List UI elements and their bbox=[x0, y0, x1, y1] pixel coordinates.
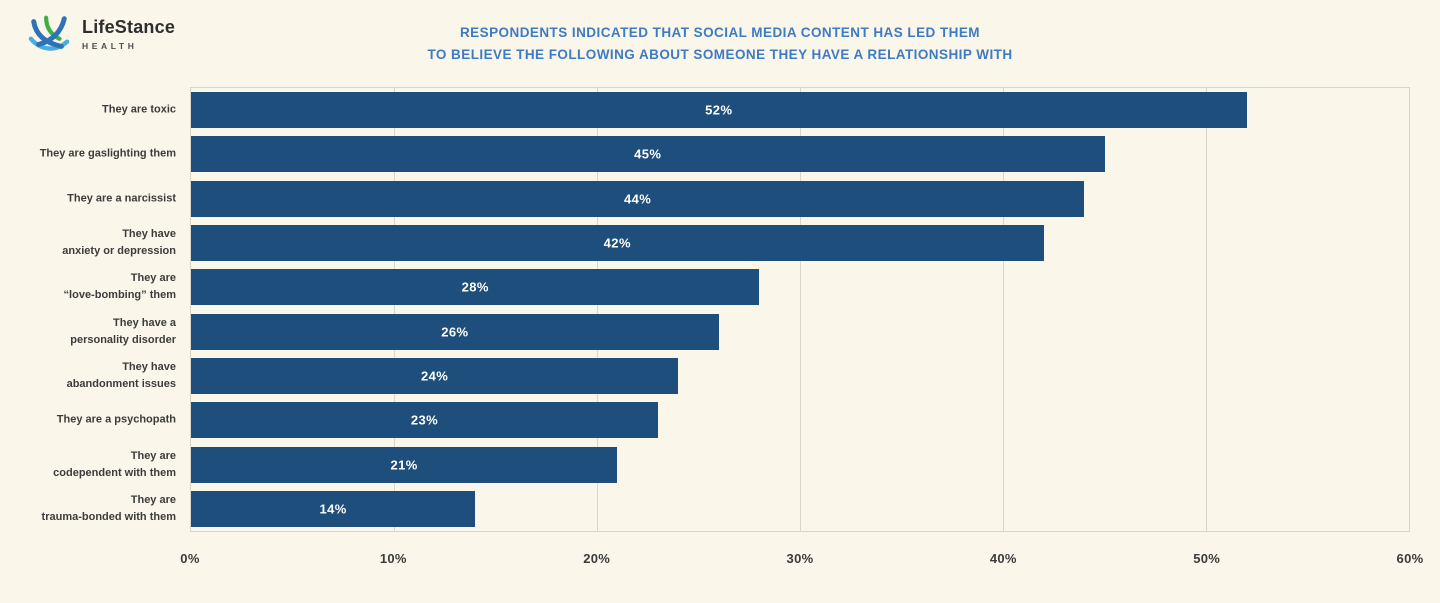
bar: 28% bbox=[191, 269, 760, 306]
bar-row: They have abandonment issues 24% bbox=[67, 357, 1409, 394]
logo-brand-name: LifeStance bbox=[82, 17, 176, 37]
category-label: They are a narcissist bbox=[67, 192, 176, 205]
bar-value-label: 42% bbox=[603, 235, 631, 251]
chart-title: RESPONDENTS INDICATED THAT SOCIAL MEDIA … bbox=[0, 22, 1440, 65]
chart-title-line2: TO BELIEVE THE FOLLOWING ABOUT SOMEONE T… bbox=[427, 46, 1013, 62]
chart-title-line1: RESPONDENTS INDICATED THAT SOCIAL MEDIA … bbox=[459, 25, 980, 40]
bar-row: They are toxic 52% bbox=[102, 92, 1409, 129]
bar-row: They are gaslighting them 45% bbox=[40, 136, 1409, 173]
bar-row: They are “love-bombing” them 28% bbox=[64, 269, 1409, 306]
bar: 21% bbox=[191, 446, 618, 483]
logo-subtitle: HEALTH bbox=[82, 41, 138, 51]
bar-row: They have a personality disorder 26% bbox=[70, 313, 1409, 350]
bar-value-label: 28% bbox=[461, 279, 489, 295]
x-axis-tick: 0% bbox=[180, 551, 200, 566]
bar: 52% bbox=[191, 92, 1247, 129]
bar-value-label: 44% bbox=[623, 191, 652, 207]
gridline bbox=[1206, 88, 1207, 531]
x-axis-tick: 30% bbox=[786, 551, 814, 566]
category-label: They are a psychopath bbox=[56, 413, 176, 426]
category-label: They have anxiety or depression bbox=[62, 227, 176, 258]
bar: 42% bbox=[191, 225, 1044, 262]
x-axis-tick: 60% bbox=[1396, 551, 1424, 566]
gridline bbox=[597, 88, 598, 531]
bar-value-label: 24% bbox=[420, 368, 449, 384]
category-label: They are gaslighting them bbox=[39, 147, 176, 160]
bar-rows: They are toxic 52% They are gaslighting th… bbox=[40, 88, 1409, 531]
x-axis: 0% 10% 20% 30% 40% 50% 60% bbox=[180, 540, 1423, 574]
bar-value-label: 23% bbox=[410, 412, 439, 428]
category-label: They are codependent with them bbox=[53, 449, 176, 479]
x-axis-tick: 20% bbox=[583, 551, 611, 566]
category-label: They have a personality disorder bbox=[70, 316, 176, 346]
bar: 26% bbox=[191, 313, 719, 350]
bar: 23% bbox=[191, 402, 658, 439]
gridline bbox=[394, 88, 395, 531]
x-axis-tick: 10% bbox=[379, 551, 407, 566]
bar-row: They have anxiety or depression 42% bbox=[62, 225, 1409, 262]
category-label: They are trauma-bonded with them bbox=[41, 493, 176, 523]
bar-row: They are trauma-bonded with them 14% bbox=[42, 490, 1409, 527]
plot-area: They are toxic 52% They are gaslighting th… bbox=[40, 87, 1410, 532]
bar-value-label: 45% bbox=[634, 146, 662, 162]
bar: 24% bbox=[191, 357, 679, 394]
bar-row: They are a psychopath 23% bbox=[57, 402, 1409, 439]
lifestance-logo: LifeStance HEALTH bbox=[26, 13, 175, 55]
bar-value-label: 21% bbox=[390, 457, 418, 473]
bar-value-label: 52% bbox=[705, 102, 733, 118]
bar-row: They are codependent with them 21% bbox=[53, 446, 1409, 483]
gridline bbox=[800, 88, 801, 531]
x-axis-tick: 40% bbox=[989, 551, 1017, 566]
category-label: They are toxic bbox=[102, 103, 176, 116]
category-label: They have abandonment issues bbox=[66, 360, 176, 390]
bar: 45% bbox=[191, 136, 1105, 173]
gridline bbox=[1003, 88, 1004, 531]
bar: 14% bbox=[191, 490, 476, 527]
bar-value-label: 14% bbox=[319, 501, 347, 517]
bar-row: They are a narcissist 44% bbox=[67, 180, 1409, 217]
bar: 44% bbox=[191, 180, 1085, 217]
lifestance-logo-icon bbox=[28, 15, 70, 51]
lifestance-logo-text: LifeStance HEALTH bbox=[82, 17, 175, 51]
bar-value-label: 26% bbox=[441, 324, 469, 340]
x-axis-tick: 50% bbox=[1193, 551, 1221, 566]
category-label: They are “love-bombing” them bbox=[63, 272, 176, 302]
